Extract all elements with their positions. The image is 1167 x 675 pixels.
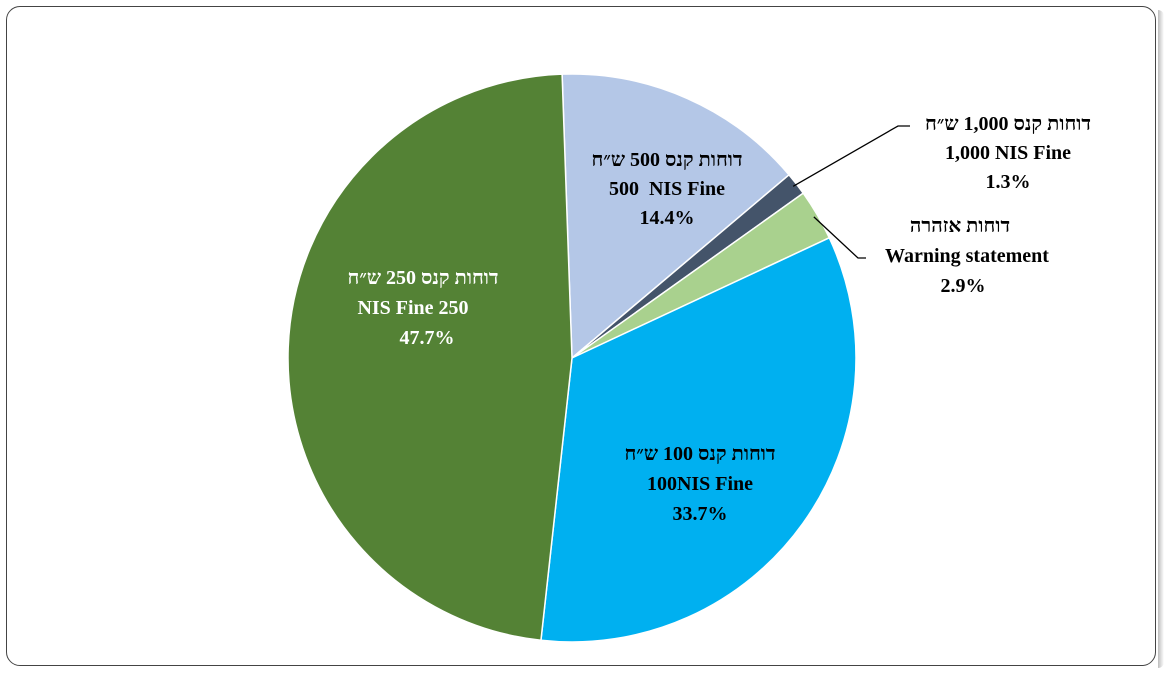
slice-250-nis: [287, 73, 573, 642]
slice-label-100-en: 100NIS Fine: [647, 473, 753, 495]
slice-500-nis: [561, 73, 791, 360]
slice-label-500-en: 500 NIS Fine: [609, 178, 725, 200]
slice-label-500: דוחות קנס 500 ש״ח 500 NIS Fine 14.4%: [591, 149, 742, 229]
slice-label-100-he: דוחות קנס 100 ש״ח: [624, 443, 775, 465]
slice-label-250-en: NIS Fine 250: [357, 297, 468, 319]
slice-label-warning: דוחות אזהרה Warning statement 2.9%: [885, 215, 1049, 297]
slice-label-warning-he: דוחות אזהרה: [910, 215, 1010, 237]
slice-label-1000: דוחות קנס 1,000 ש״ח 1,000 NIS Fine 1.3%: [925, 113, 1091, 193]
slice-100-nis: [540, 236, 857, 643]
frame-shadow: [1158, 10, 1164, 668]
pie-slices: [287, 73, 857, 643]
slice-label-warning-en: Warning statement: [885, 245, 1049, 267]
leader-lines: [792, 125, 910, 259]
leader-line-1000: [792, 125, 910, 187]
slice-label-100: דוחות קנס 100 ש״ח 100NIS Fine 33.7%: [624, 443, 775, 525]
slice-label-1000-pct: 1.3%: [986, 171, 1031, 193]
slice-label-100-pct: 33.7%: [673, 503, 728, 525]
slice-label-250-pct: 47.7%: [400, 327, 455, 349]
slice-label-1000-he: דוחות קנס 1,000 ש״ח: [925, 113, 1091, 135]
slice-label-1000-en: 1,000 NIS Fine: [945, 142, 1071, 164]
slice-label-warning-pct: 2.9%: [941, 275, 986, 297]
leader-line-warning: [813, 216, 866, 259]
slice-label-500-he: דוחות קנס 500 ש״ח: [591, 149, 742, 171]
slice-label-500-pct: 14.4%: [640, 207, 695, 229]
slice-label-250-he: דוחות קנס 250 ש״ח: [347, 267, 498, 289]
slice-label-250: דוחות קנס 250 ש״ח NIS Fine 250 47.7%: [347, 267, 498, 349]
